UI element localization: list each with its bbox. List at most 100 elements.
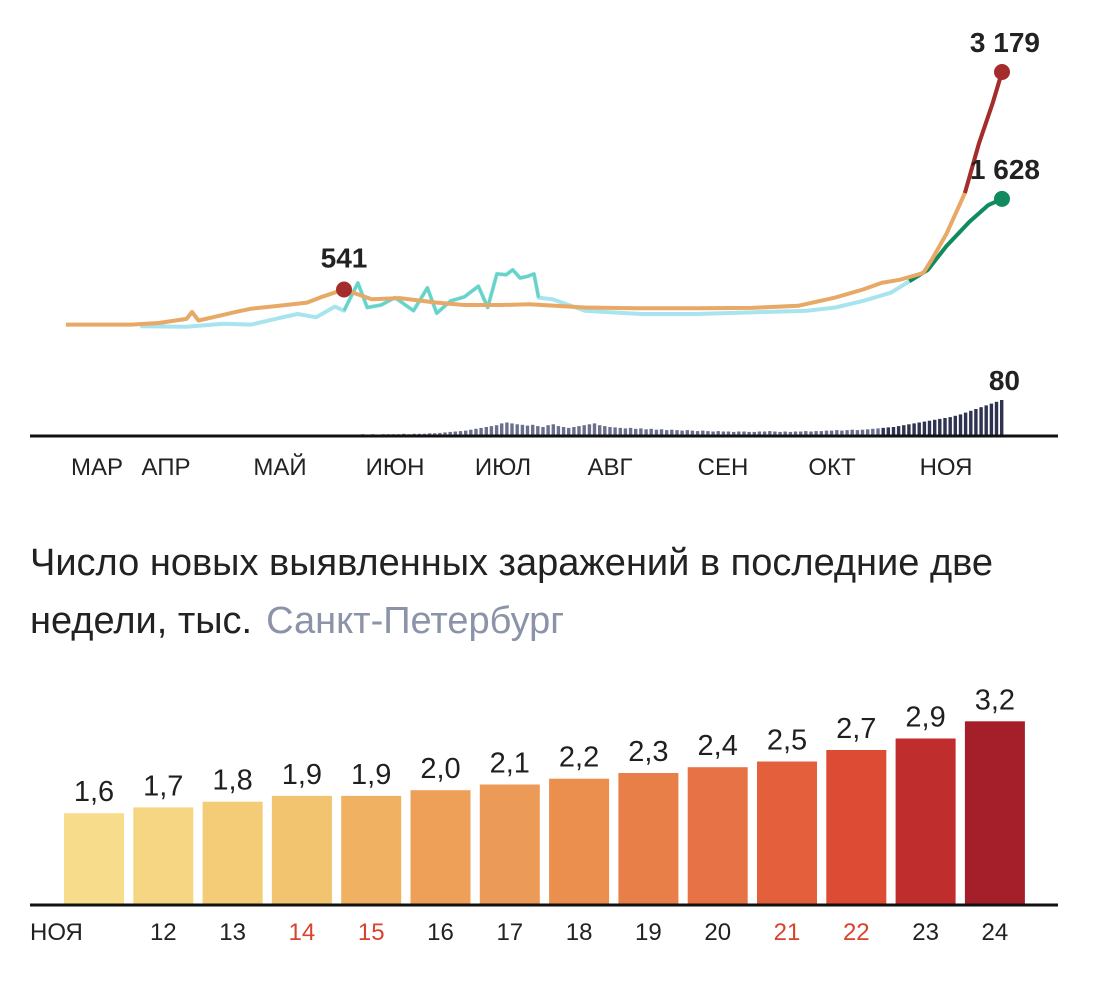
bar-value-label: 2,7 <box>836 713 876 745</box>
daily-bar <box>773 431 777 436</box>
month-tick-label: НОЯ <box>920 454 973 481</box>
daily-bar <box>783 431 787 436</box>
category-tick-label: 15 <box>358 919 385 946</box>
daily-bar <box>670 429 674 436</box>
daily-bar <box>551 424 555 436</box>
daily-bar <box>706 431 710 437</box>
daily-bar <box>933 419 937 436</box>
bar-value-label: 3,2 <box>975 684 1015 716</box>
daily-bar <box>747 431 751 436</box>
daily-bar <box>809 431 813 436</box>
bar-value-label: 2,2 <box>559 742 599 774</box>
daily-bar <box>850 429 854 436</box>
category-tick-label: 21 <box>774 919 801 946</box>
daily-bar <box>891 427 896 436</box>
bar <box>133 807 194 905</box>
daily-bar <box>484 427 488 436</box>
daily-bar <box>829 430 834 436</box>
daily-bar <box>855 430 860 436</box>
daily-bar <box>479 427 483 436</box>
daily-bar <box>556 426 561 436</box>
daily-bar <box>649 428 653 436</box>
daily-bar <box>922 421 927 436</box>
bar-value-label: 2,4 <box>698 730 738 762</box>
series-2-end-point <box>994 190 1010 207</box>
daily-bar <box>969 410 973 436</box>
series-1-end-label: 3 179 <box>970 27 1040 58</box>
daily-bar <box>871 428 875 436</box>
daily-bar <box>515 424 519 436</box>
daily-bar <box>623 428 628 436</box>
daily-bar <box>979 407 983 436</box>
cases-line-chart: 541 3 179 1 628 80 МАР АПР МАЙ ИЮН ИЮЛ АВГ СЕН ОКТ Н… <box>30 27 1058 481</box>
month-tick-label: АВГ <box>587 454 632 481</box>
bar <box>826 750 887 905</box>
daily-bar <box>732 431 736 436</box>
daily-bar <box>510 423 514 436</box>
category-tick-label: 24 <box>982 919 1009 946</box>
daily-bar <box>912 423 916 436</box>
daily-bar <box>474 428 478 436</box>
month-tick-label: МАР <box>71 454 123 481</box>
daily-bar <box>505 422 509 436</box>
daily-bar <box>665 430 669 436</box>
bar <box>271 795 332 905</box>
daily-bar <box>953 415 957 437</box>
daily-bar <box>448 431 452 436</box>
daily-bar <box>608 427 612 436</box>
daily-bar <box>453 431 457 436</box>
daily-bar <box>793 431 798 436</box>
daily-bar <box>561 427 566 436</box>
title-text: Число новых выявленных заражений в после… <box>30 542 994 642</box>
category-tick-label: 20 <box>704 919 731 946</box>
series-line-1 <box>66 71 1004 327</box>
category-tick-label: НОЯ <box>30 919 83 946</box>
daily-bar <box>546 425 550 436</box>
daily-bar <box>757 431 762 436</box>
daily-bar <box>587 424 592 436</box>
daily-bars-max-label: 80 <box>989 365 1020 396</box>
peak-label: 541 <box>321 242 368 273</box>
daily-bar <box>726 431 731 436</box>
bar <box>757 761 817 905</box>
daily-bar <box>525 425 530 436</box>
daily-bar <box>814 431 818 437</box>
daily-bar <box>644 429 648 437</box>
daily-bar <box>840 430 844 436</box>
daily-bar <box>866 429 870 437</box>
series-line-2-accent <box>342 268 541 315</box>
daily-bar <box>1000 400 1004 436</box>
bar <box>64 813 124 905</box>
daily-bar <box>799 431 803 436</box>
bar <box>687 767 748 905</box>
daily-bar <box>489 426 494 436</box>
daily-bar <box>835 430 839 436</box>
daily-bar <box>598 425 602 436</box>
month-tick-label: АПР <box>142 454 191 481</box>
daily-bar <box>464 430 468 436</box>
daily-bar <box>701 430 705 436</box>
daily-bar <box>762 431 767 436</box>
daily-bar <box>603 426 607 436</box>
daily-bar <box>438 432 442 436</box>
daily-bar <box>572 427 576 436</box>
daily-bar <box>907 424 911 436</box>
daily-bar <box>984 405 988 436</box>
category-tick-label: 17 <box>496 919 523 946</box>
bar <box>895 738 956 905</box>
category-tick-label: 19 <box>635 919 662 946</box>
daily-bar <box>737 431 741 436</box>
daily-bar <box>994 401 999 436</box>
bar <box>202 801 263 905</box>
daily-bar <box>634 428 638 436</box>
daily-bar <box>721 431 726 436</box>
bar <box>618 773 679 905</box>
daily-bar <box>876 428 880 436</box>
daily-bar <box>927 420 932 436</box>
daily-bar <box>531 424 535 437</box>
daily-bar <box>680 430 684 436</box>
daily-bar <box>989 403 994 436</box>
daily-bar <box>948 417 952 436</box>
